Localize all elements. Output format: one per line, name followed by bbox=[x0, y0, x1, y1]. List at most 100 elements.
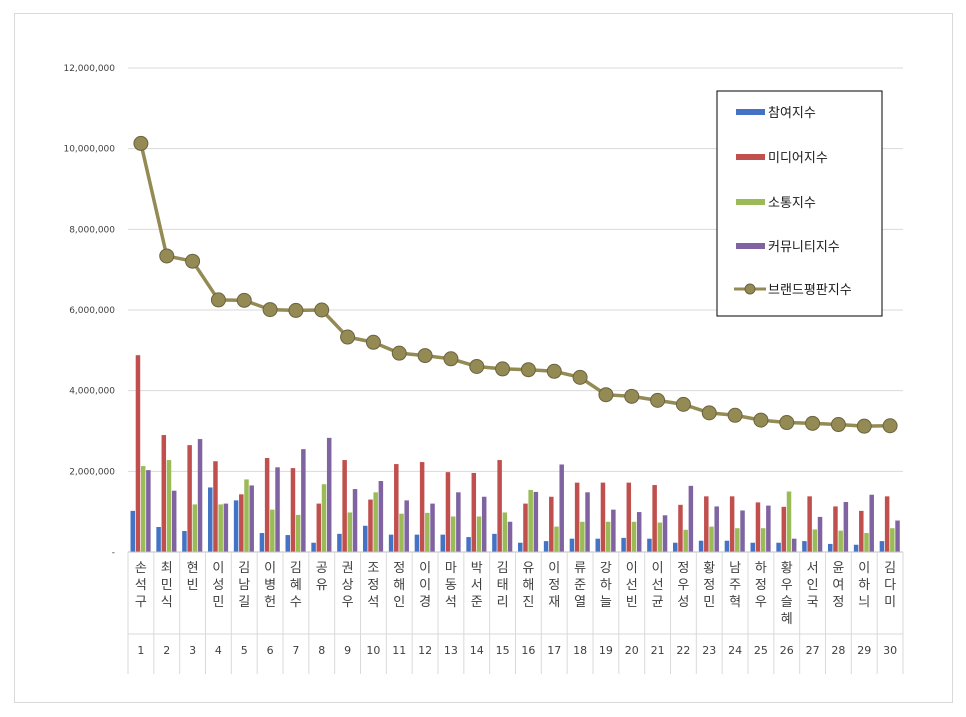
line-point-이정재 bbox=[546, 363, 562, 379]
bar-커뮤니티지수-마동석 bbox=[456, 492, 461, 552]
bar-미디어지수-이정재 bbox=[549, 496, 554, 552]
bar-참여지수-김태리 bbox=[492, 533, 497, 552]
x-category-char: 정 bbox=[832, 595, 844, 610]
bar-소통지수-황정민 bbox=[709, 526, 714, 552]
line-point-박서준 bbox=[469, 358, 485, 374]
legend-swatch-community bbox=[736, 243, 765, 249]
x-category-char: 길 bbox=[238, 595, 250, 610]
line-point-손석구 bbox=[133, 135, 149, 151]
x-rank-label: 4 bbox=[215, 644, 222, 657]
legend-label-brand-reputation: 브랜드평판지수 bbox=[768, 283, 852, 298]
x-category-char: 류 bbox=[574, 561, 586, 576]
x-category-char: 식 bbox=[161, 595, 173, 610]
x-category-char: 유 bbox=[522, 561, 534, 576]
bar-참여지수-서인국 bbox=[802, 541, 807, 552]
x-category-char: 석 bbox=[445, 595, 457, 610]
x-category-char: 강 bbox=[600, 561, 612, 576]
line-point-김다미 bbox=[882, 418, 898, 434]
x-category-char: 국 bbox=[807, 595, 819, 610]
bar-참여지수-정해인 bbox=[388, 534, 394, 552]
line-point-황정민 bbox=[701, 405, 717, 421]
bar-참여지수-강하늘 bbox=[595, 538, 601, 552]
x-category-char: 김 bbox=[290, 561, 302, 576]
x-category-char: 현 bbox=[187, 561, 199, 576]
x-category-char: 늘 bbox=[600, 595, 612, 610]
legend-item-participation: 참여지수 bbox=[736, 106, 816, 121]
bar-소통지수-유해진 bbox=[528, 489, 533, 552]
legend-swatch-marker bbox=[744, 283, 756, 295]
bar-미디어지수-정우성 bbox=[678, 504, 683, 552]
x-category-char: 리 bbox=[497, 595, 509, 610]
x-rank-label: 21 bbox=[651, 644, 665, 657]
x-category-char: 김 bbox=[884, 561, 896, 576]
bar-소통지수-이이경 bbox=[425, 512, 430, 552]
bar-소통지수-조정석 bbox=[373, 492, 378, 552]
bar-소통지수-손석구 bbox=[140, 466, 146, 552]
legend-label-community: 커뮤니티지수 bbox=[768, 240, 840, 255]
x-rank-label: 3 bbox=[189, 644, 196, 657]
bar-커뮤니티지수-박서준 bbox=[481, 496, 487, 552]
x-category-char: 성 bbox=[212, 578, 224, 593]
bar-참여지수-이선빈 bbox=[621, 537, 626, 552]
legend-swatch-communication bbox=[736, 199, 765, 205]
legend-item-community: 커뮤니티지수 bbox=[736, 240, 840, 255]
bar-미디어지수-김태리 bbox=[497, 460, 502, 552]
y-tick-label: 4,000,000 bbox=[69, 387, 115, 397]
bar-미디어지수-윤여정 bbox=[833, 506, 838, 552]
x-category-char: 헌 bbox=[264, 595, 276, 610]
bar-소통지수-이선빈 bbox=[631, 521, 637, 552]
x-category-char: 석 bbox=[135, 578, 147, 593]
line-point-이이경 bbox=[417, 348, 433, 364]
bar-참여지수-김다미 bbox=[879, 541, 885, 552]
bar-미디어지수-김다미 bbox=[884, 496, 890, 552]
chart-frame: - 2,000,000 4,000,000 6,000,000 8,000,000 10,… bbox=[14, 13, 953, 703]
line-point-권상우 bbox=[340, 329, 356, 345]
bar-미디어지수-이병헌 bbox=[264, 458, 270, 552]
legend-item-media: 미디어지수 bbox=[736, 151, 828, 166]
line-point-김태리 bbox=[495, 361, 511, 377]
bar-미디어지수-강하늘 bbox=[600, 482, 606, 552]
bar-소통지수-이선균 bbox=[657, 522, 663, 552]
x-category-char: 김 bbox=[238, 561, 250, 576]
bar-소통지수-김태리 bbox=[502, 512, 508, 552]
x-category-char: 우 bbox=[677, 578, 689, 593]
bar-소통지수-이병헌 bbox=[270, 509, 275, 552]
x-category-char: 이 bbox=[626, 561, 638, 576]
line-point-하정우 bbox=[753, 412, 769, 428]
x-rank-label: 14 bbox=[470, 644, 484, 657]
bar-미디어지수-이선균 bbox=[652, 485, 657, 552]
bar-커뮤니티지수-유해진 bbox=[533, 491, 539, 552]
bar-소통지수-현빈 bbox=[192, 504, 198, 552]
x-category-char: 하 bbox=[600, 578, 612, 593]
y-tick-label: 12,000,000 bbox=[63, 64, 115, 74]
line-point-윤여정 bbox=[830, 417, 846, 433]
x-category-char: 공 bbox=[316, 561, 328, 576]
bar-소통지수-황우슬혜 bbox=[786, 491, 792, 552]
bar-미디어지수-하정우 bbox=[755, 502, 761, 552]
x-category-char: 정 bbox=[367, 578, 379, 593]
x-rank-label: 20 bbox=[625, 644, 639, 657]
x-category-char: 이 bbox=[858, 561, 870, 576]
x-rank-label: 29 bbox=[857, 644, 871, 657]
bar-미디어지수-정해인 bbox=[394, 464, 399, 552]
x-category-char: 민 bbox=[161, 578, 173, 593]
bar-참여지수-최민식 bbox=[156, 526, 161, 552]
bar-소통지수-김혜수 bbox=[295, 514, 301, 552]
legend-label-media: 미디어지수 bbox=[768, 151, 828, 166]
bar-참여지수-이하늬 bbox=[853, 544, 859, 552]
x-category-char: 이 bbox=[419, 561, 431, 576]
x-category-char: 빈 bbox=[187, 578, 199, 593]
brand-reputation-line bbox=[133, 135, 898, 434]
x-rank-label: 12 bbox=[418, 644, 432, 657]
x-category-char: 해 bbox=[522, 578, 534, 593]
x-rank-label: 23 bbox=[702, 644, 716, 657]
x-rank-label: 27 bbox=[806, 644, 820, 657]
bar-참여지수-이선균 bbox=[647, 538, 652, 552]
line-point-서인국 bbox=[805, 415, 821, 431]
bar-커뮤니티지수-조정석 bbox=[378, 481, 384, 552]
x-rank-label: 15 bbox=[496, 644, 510, 657]
bar-미디어지수-이하늬 bbox=[859, 510, 864, 552]
x-category-char: 서 bbox=[807, 561, 819, 576]
x-category-char: 여 bbox=[832, 578, 844, 593]
bar-미디어지수-남주혁 bbox=[729, 496, 735, 552]
